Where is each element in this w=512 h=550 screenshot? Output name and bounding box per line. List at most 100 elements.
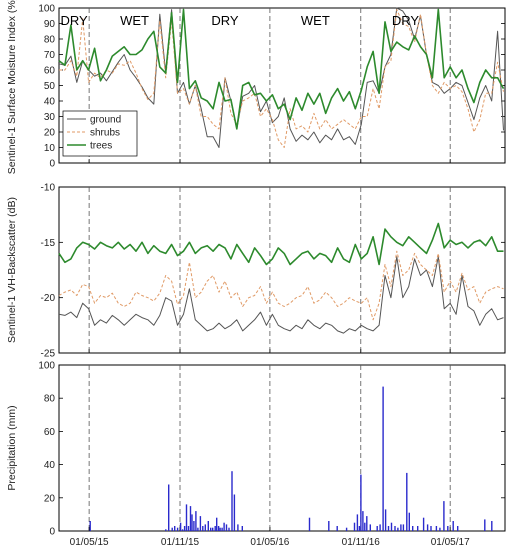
precip-bar [387, 526, 390, 531]
precip-bar [225, 524, 228, 531]
precip-bar [165, 529, 167, 531]
precip-bar [183, 526, 186, 531]
precip-bar [397, 527, 399, 531]
precip-bar [168, 484, 170, 531]
y-tick-label: 80 [44, 35, 56, 46]
precip-bar [179, 522, 182, 531]
precip-bar [422, 517, 425, 531]
legend: ground shrubs trees [62, 110, 138, 157]
precip-bar [376, 526, 378, 531]
y-tick-label: 10 [44, 143, 56, 154]
precip-bar [362, 511, 364, 531]
precip-bar [193, 521, 195, 531]
precip-bar [328, 521, 330, 531]
precip-bar [412, 526, 414, 531]
y-tick-label: -20 [41, 293, 56, 304]
series-line-ground [58, 256, 504, 334]
y-tick-label: 30 [44, 112, 56, 123]
precip-bar [189, 506, 192, 531]
y-tick-label: 0 [49, 159, 55, 170]
precip-bar [379, 524, 381, 531]
precip-bar [204, 524, 206, 531]
precip-bar [202, 526, 204, 531]
precip-bar [191, 514, 193, 531]
precip-bar [228, 527, 230, 531]
y-tick-label: 50 [44, 81, 56, 92]
panel-frame [58, 186, 506, 354]
series-line-shrubs [58, 250, 504, 321]
precip-bar [214, 526, 216, 531]
precip-bar [394, 526, 396, 531]
precip-bar [176, 527, 179, 531]
precip-bar [457, 526, 459, 531]
precip-bar [439, 527, 441, 531]
y-tick-label: 20 [44, 493, 56, 504]
precip-bar [382, 386, 384, 531]
y-tick-label: 20 [44, 128, 56, 139]
panel-2: -25 -20 -15 -10 Sentinel-1 VH-Backscatter (d… [6, 183, 506, 360]
y-tick-label: 80 [44, 394, 56, 405]
precip-bar [241, 526, 243, 531]
precip-bar [384, 509, 387, 531]
precip-bar [353, 522, 356, 531]
precip-bar [219, 527, 221, 531]
x-tick-label: 01/11/16 [342, 537, 381, 548]
precip-bar [89, 521, 91, 531]
panel-3: 0 20 40 60 80 100 Precipitation (mm) 01/05/15 01… [6, 361, 506, 548]
precip-bar [345, 527, 348, 531]
precip-bar [195, 511, 197, 531]
panel-frame [58, 364, 506, 532]
y-axis-label: Sentinel-1 Surface Moisture Index (%) [6, 0, 18, 174]
precip-bar [336, 526, 338, 531]
precip-bar [435, 526, 438, 531]
precip-bar [217, 526, 220, 531]
y-tick-label: -25 [41, 349, 56, 360]
precip-bar [187, 526, 190, 531]
precip-bar [207, 521, 209, 531]
y-tick-label: 100 [38, 4, 55, 15]
precip-bar [364, 522, 366, 531]
legend-label-trees: trees [90, 141, 112, 152]
precip-bar [221, 527, 223, 531]
series-line-trees [58, 8, 505, 130]
season-label: WET [301, 13, 330, 28]
precip-bar [447, 526, 449, 531]
precip-bar [406, 472, 408, 531]
season-label: WET [120, 13, 149, 28]
precip-bar [360, 474, 362, 531]
precip-bar [181, 529, 184, 531]
precip-bar [171, 527, 173, 531]
precip-bar [366, 516, 368, 531]
season-label: DRY [211, 13, 239, 28]
precip-bar [233, 494, 236, 531]
precip-bar [199, 516, 202, 531]
y-tick-label: 100 [38, 361, 55, 372]
x-tick-label: 01/05/17 [431, 537, 470, 548]
season-label: DRY [392, 13, 420, 28]
x-tick-label: 01/05/15 [70, 537, 109, 548]
precip-bar [443, 501, 445, 531]
precip-bar [426, 524, 429, 531]
precip-bar [369, 524, 371, 531]
y-tick-label: -15 [41, 238, 56, 249]
y-tick-label: 90 [44, 19, 56, 30]
precip-bar [210, 527, 212, 531]
precip-bar [430, 526, 432, 531]
y-axis-label: Precipitation (mm) [6, 405, 18, 490]
precip-bar [491, 521, 493, 531]
precip-bar [308, 517, 311, 531]
x-tick-label: 01/11/15 [161, 537, 200, 548]
precip-bar [231, 471, 233, 531]
precip-bar [174, 526, 176, 531]
precip-bar [197, 527, 199, 531]
precip-bar [216, 517, 218, 531]
precip-bar [402, 524, 405, 531]
y-tick-label: 40 [44, 460, 56, 471]
precip-bar [390, 522, 393, 531]
precip-bar [400, 524, 402, 531]
precip-bar [358, 526, 361, 531]
x-tick-label: 01/05/16 [250, 537, 289, 548]
y-tick-label: 60 [44, 427, 56, 438]
panel-1: 0 10 20 30 40 50 60 70 80 90 100 Sentinel-1 Surface… [6, 0, 506, 174]
